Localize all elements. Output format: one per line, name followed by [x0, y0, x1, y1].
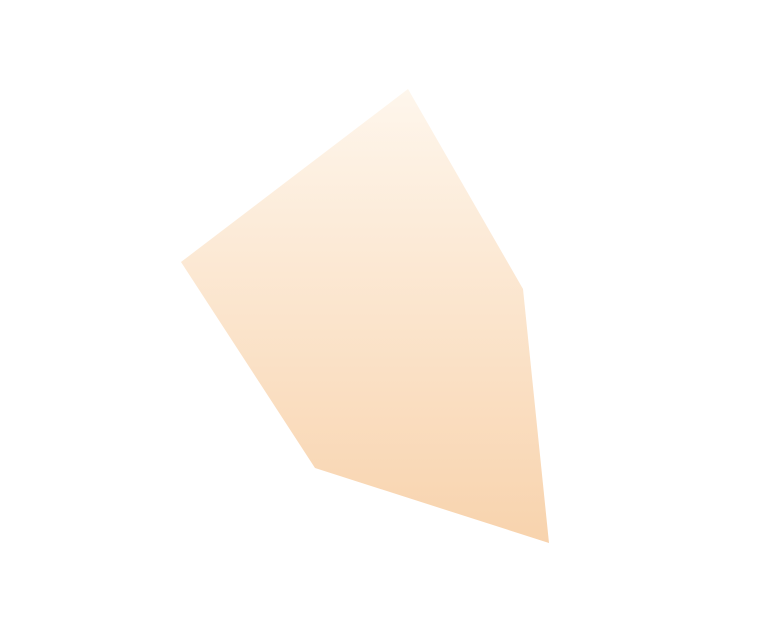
pentagon-shape	[181, 89, 549, 543]
